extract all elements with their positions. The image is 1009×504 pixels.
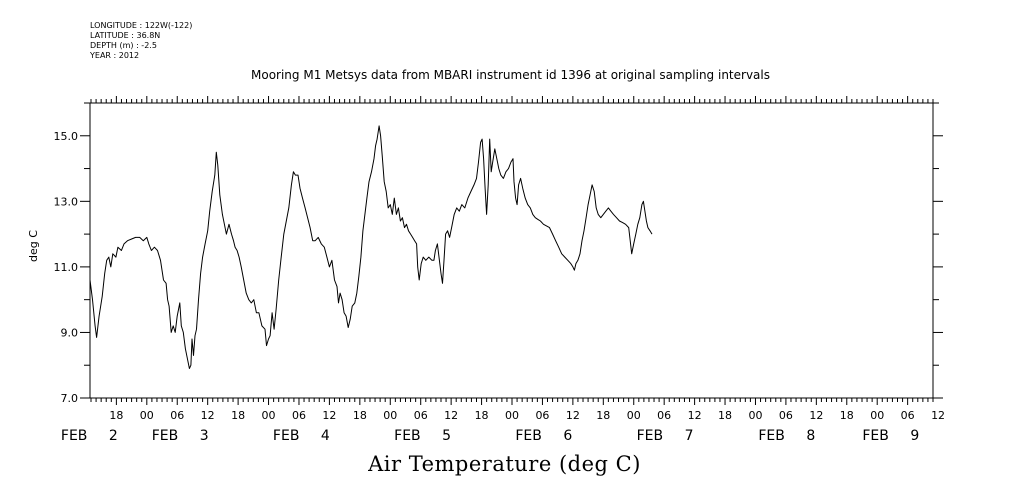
x-hour-tick-label: 00: [383, 409, 397, 422]
x-hour-tick-label: 12: [931, 409, 945, 422]
x-hour-tick-label: 00: [262, 409, 276, 422]
x-date-day-label: 9: [910, 428, 919, 444]
x-date-day-label: 5: [442, 428, 451, 444]
y-tick-label: 13.0: [54, 195, 79, 208]
x-hour-tick-label: 18: [596, 409, 610, 422]
axis-ticks: [80, 96, 943, 405]
x-hour-tick-label: 06: [901, 409, 915, 422]
longitude-label: LONGITUDE : 122W(-122): [90, 21, 193, 30]
x-hour-tick-label: 06: [657, 409, 671, 422]
x-hour-tick-label: 18: [231, 409, 245, 422]
x-date-day-label: 8: [806, 428, 815, 444]
series-layer: [89, 125, 653, 369]
depth-label: DEPTH (m) : -2.5: [90, 41, 157, 50]
x-hour-tick-label: 06: [779, 409, 793, 422]
x-date-day-label: 3: [200, 428, 209, 444]
x-hour-tick-label: 06: [535, 409, 549, 422]
x-date-month-label: FEB: [273, 428, 300, 444]
chart-title: Mooring M1 Metsys data from MBARI instru…: [251, 68, 770, 82]
x-date-month-label: FEB: [152, 428, 179, 444]
plot-frame: [89, 102, 934, 399]
y-tick-label: 9.0: [61, 326, 79, 339]
axis-labels: 7.0 9.0 11.0 13.0 15.0 18 00 06 12 18 00 06 12 18 00 06…: [54, 130, 946, 444]
x-hour-tick-label: 18: [718, 409, 732, 422]
x-hour-tick-label: 06: [292, 409, 306, 422]
x-date-month-label: FEB: [515, 428, 542, 444]
x-hour-tick-label: 12: [688, 409, 702, 422]
variable-title: Air Temperature (deg C): [368, 452, 641, 476]
x-hour-tick-label: 18: [353, 409, 367, 422]
metadata-block: LONGITUDE : 122W(-122) LATITUDE : 36.8N …: [90, 21, 192, 61]
x-hour-tick-label: 06: [414, 409, 428, 422]
y-tick-label: 11.0: [54, 261, 79, 274]
x-hour-tick-label: 12: [201, 409, 215, 422]
x-hour-tick-label: 18: [840, 409, 854, 422]
x-date-month-label: FEB: [394, 428, 421, 444]
x-date-month-label: FEB: [61, 428, 88, 444]
x-hour-tick-label: 18: [109, 409, 123, 422]
y-tick-label: 15.0: [54, 130, 79, 143]
x-date-day-label: 2: [109, 428, 118, 444]
x-date-month-label: FEB: [862, 428, 889, 444]
latitude-label: LATITUDE : 36.8N: [90, 31, 161, 40]
x-hour-tick-label: 06: [170, 409, 184, 422]
x-date-month-label: FEB: [758, 428, 785, 444]
x-hour-tick-label: 12: [566, 409, 580, 422]
x-date-day-label: 7: [685, 428, 694, 444]
x-hour-tick-label: 12: [444, 409, 458, 422]
x-hour-tick-label: 18: [475, 409, 489, 422]
x-hour-tick-label: 00: [870, 409, 884, 422]
x-date-day-label: 6: [563, 428, 572, 444]
x-hour-tick-label: 00: [748, 409, 762, 422]
year-label: YEAR : 2012: [90, 51, 140, 60]
x-hour-tick-label: 00: [627, 409, 641, 422]
series-line-air-temperature: [89, 125, 653, 369]
plot-border: [89, 102, 934, 399]
x-date-day-label: 4: [321, 428, 330, 444]
x-hour-tick-label: 12: [322, 409, 336, 422]
y-tick-label: 7.0: [61, 392, 79, 405]
x-hour-tick-label: 12: [809, 409, 823, 422]
x-hour-tick-label: 00: [505, 409, 519, 422]
x-date-month-label: FEB: [637, 428, 664, 444]
x-hour-tick-label: 00: [140, 409, 154, 422]
